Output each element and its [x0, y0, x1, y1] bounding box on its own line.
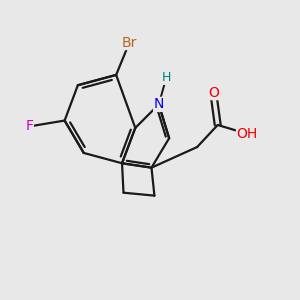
- Text: O: O: [208, 85, 219, 100]
- Text: Br: Br: [122, 35, 137, 50]
- Text: H: H: [161, 71, 171, 84]
- Text: F: F: [25, 119, 33, 134]
- Text: OH: OH: [236, 127, 258, 141]
- Text: N: N: [154, 98, 164, 111]
